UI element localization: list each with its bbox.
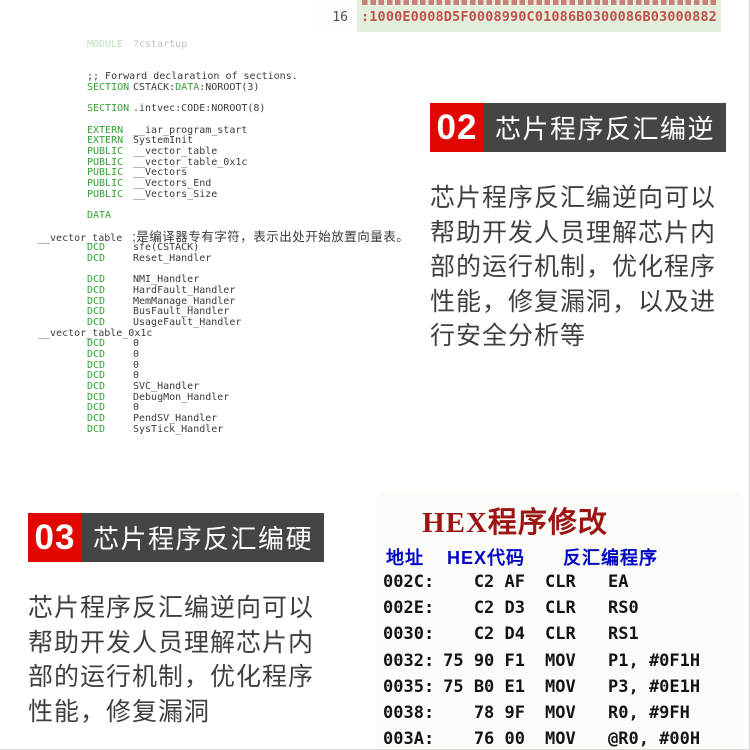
asm-line: __vector_table_0x1c <box>38 327 153 339</box>
asm-line: DCD UsageFault_Handler <box>87 316 242 328</box>
hex-table-row: 003A: 76 00 MOV @R0, #00H <box>383 729 701 750</box>
body-text-line: 性能，修复漏洞，以及进 <box>430 287 717 316</box>
section-02-badge: 02 芯片程序反汇编逆 <box>430 103 727 152</box>
body-text-line: 性能，修复漏洞 <box>28 697 211 726</box>
hex-table-row: 0035: 75 B0 E1 MOV P3, #0E1H <box>383 676 701 697</box>
body-text-line: 部的运行机制，优化程序 <box>28 663 315 691</box>
asm-cn-comment: ;是编译器专有字符，表示出处开始放置向量表。 <box>132 230 410 245</box>
column-header-hexcode: HEX代码 <box>447 548 526 568</box>
body-text-line: 芯片程序反汇编逆向可以 <box>28 594 315 622</box>
body-text-line: 帮助开发人员理解芯片内 <box>28 628 315 657</box>
section-03-body: 芯片程序反汇编逆向可以 帮助开发人员理解芯片内 部的运行机制，优化程序 性能，修复漏洞 <box>28 591 314 729</box>
asm-line: DCD 0 <box>87 359 140 371</box>
asm-line: DCD DebugMon_Handler <box>87 391 230 403</box>
column-header-address: 地址 <box>386 548 424 568</box>
asm-line: DCD BusFault_Handler <box>87 306 230 318</box>
section-02-title: 芯片程序反汇编逆 <box>484 103 727 152</box>
section-02-body: 芯片程序反汇编逆向可以 帮助开发人员理解芯片内 部的运行机制，优化程序 性能，修复漏洞… <box>430 181 716 354</box>
asm-line: DCD sfe(CSTACK) <box>87 242 200 254</box>
asm-line: PUBLIC __Vectors <box>87 167 188 179</box>
hex-table-row: 0032: 75 90 F1 MOV P1, #0F1H <box>383 650 701 671</box>
asm-line: DCD MemManage_Handler <box>87 295 236 307</box>
line-number-gutter: 16 <box>318 0 357 32</box>
asm-line: PUBLIC __vector_table <box>87 145 218 157</box>
section-02-number: 02 <box>430 103 484 152</box>
asm-line: ;; Forward declaration of sections. <box>87 71 298 83</box>
body-text-line: 行安全分析等 <box>430 322 587 350</box>
asm-line: DCD Reset_Handler <box>87 252 212 264</box>
column-header-disasm: 反汇编程序 <box>563 548 658 568</box>
hex-table-body: 002C: C2 AF CLR EA 002E: C2 D3 CLR RS0 0030: C2 D… <box>378 569 742 750</box>
hex-record-text: :1000E0008D5F0008990C01086B0300086B03000… <box>361 9 717 25</box>
asm-line: DCD SysTick_Handler <box>87 423 224 435</box>
hex-modify-table: HEX程序修改 地址 HEX代码 反汇编程序 002C: C2 AF CLR EA 00… <box>378 492 742 750</box>
hex-table-row: 002C: C2 AF CLR EA <box>383 572 629 592</box>
body-text-line: 部的运行机制，优化程序 <box>430 253 717 281</box>
line-number: 16 <box>332 10 348 25</box>
hex-line-area: :1000E0008D5F0008990C01086B0300086B03000… <box>357 0 721 32</box>
asm-line: DCD HardFault_Handler <box>87 284 236 296</box>
asm-line: DATA <box>87 210 112 221</box>
asm-line: PUBLIC __Vectors_End <box>87 177 212 189</box>
asm-line: DCD 0 <box>87 402 140 414</box>
asm-line: DCD NMI_Handler <box>87 274 200 286</box>
section-03-title: 芯片程序反汇编硬 <box>82 513 325 562</box>
hex-table-row: 002E: C2 D3 CLR RS0 <box>383 598 639 619</box>
asm-line: DCD 0 <box>87 338 140 350</box>
section-03-badge: 03 芯片程序反汇编硬 <box>28 513 325 562</box>
hex-table-title: HEX程序修改 <box>422 507 608 539</box>
asm-line: DCD PendSV_Handler <box>87 413 218 425</box>
hex-table-header-row: 地址 HEX代码 反汇编程序 <box>378 544 742 568</box>
asm-line: SECTION CSTACK:DATA:NOROOT(3) <box>87 81 260 93</box>
asm-line: DCD 0 <box>87 348 140 360</box>
asm-line: MODULE ?cstartup <box>87 39 188 50</box>
clipped-hex-row <box>362 0 716 5</box>
body-text-line: 帮助开发人员理解芯片内 <box>430 218 717 247</box>
asm-line: __vector_table ;是编译器专有字符，表示出处开始放置向量表。 <box>38 230 410 245</box>
asm-line: EXTERN __iar_program_start <box>87 124 248 136</box>
asm-line: EXTERN SystemInit <box>87 135 194 147</box>
hex-dump-panel: 16 :1000E0008D5F0008990C01086B0300086B03… <box>318 0 721 32</box>
asm-line: DCD SVC_Handler <box>87 381 200 392</box>
hex-table-row: 0038: 78 9F MOV R0, #9FH <box>383 702 690 723</box>
assembly-listing: MODULE ?cstartup ;; Forward declaration o… <box>38 39 440 435</box>
hex-table-row: 0030: C2 D4 CLR RS1 <box>383 624 639 645</box>
asm-line: DCD 0 <box>87 370 140 382</box>
section-03-number: 03 <box>28 513 82 562</box>
asm-line: SECTION .intvec:CODE:NOROOT(8) <box>87 103 266 115</box>
asm-line: PUBLIC __Vectors_Size <box>87 188 218 200</box>
asm-line <box>38 51 440 62</box>
body-text-line: 芯片程序反汇编逆向可以 <box>430 184 717 212</box>
asm-line: PUBLIC __vector_table_0x1c <box>87 156 248 168</box>
